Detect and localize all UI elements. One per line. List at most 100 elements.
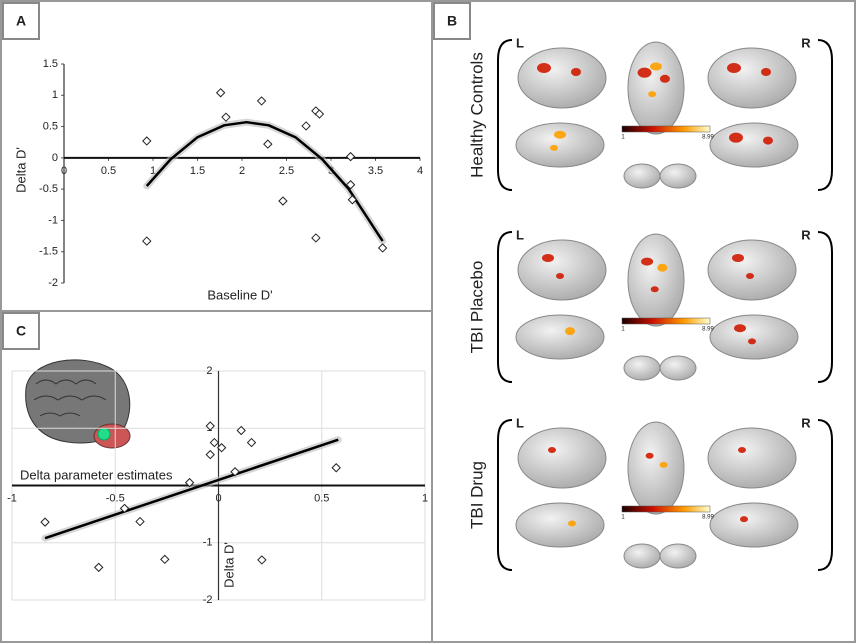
data-point xyxy=(230,467,240,477)
activation xyxy=(729,132,743,143)
group-title: TBI Drug xyxy=(467,461,486,529)
activation xyxy=(648,91,657,98)
colorbar-label: 1 xyxy=(621,515,625,521)
label-box xyxy=(2,2,40,40)
y-tick-label: 1 xyxy=(52,89,58,101)
brain-view xyxy=(515,502,605,548)
cerebellum xyxy=(623,163,661,189)
data-point xyxy=(209,437,220,448)
brain-view xyxy=(517,47,607,109)
data-point xyxy=(311,233,321,243)
bracket xyxy=(817,39,833,191)
data-point xyxy=(40,517,50,527)
group-title: Healthy Controls xyxy=(467,52,486,178)
y-tick-label: -0.5 xyxy=(39,183,58,195)
brain-view xyxy=(707,47,797,109)
panel-label: C xyxy=(16,323,26,339)
activation xyxy=(738,447,746,453)
trend-line xyxy=(44,438,339,540)
brain-view xyxy=(707,239,797,301)
activation xyxy=(568,520,576,527)
activation xyxy=(746,273,754,279)
data-point xyxy=(94,562,104,573)
x-tick-label: 0.5 xyxy=(101,165,116,177)
colorbar xyxy=(621,317,711,325)
activation xyxy=(727,63,741,73)
brain-view xyxy=(517,239,607,301)
brain-view xyxy=(515,122,605,168)
activation xyxy=(554,130,566,139)
y-tick-label: -2 xyxy=(203,594,213,606)
data-point xyxy=(256,96,267,106)
colorbar-label: 8.99 xyxy=(702,327,714,333)
activation xyxy=(571,68,581,76)
brain-inset xyxy=(25,359,131,449)
brain-view xyxy=(707,427,797,489)
brain-view xyxy=(627,41,685,135)
data-point xyxy=(160,554,170,565)
cerebellum xyxy=(623,355,661,381)
activation xyxy=(645,452,654,459)
bracket xyxy=(817,419,833,571)
y-tick-label: 1.5 xyxy=(43,58,58,70)
x-tick-label: 1.5 xyxy=(190,165,205,177)
hemisphere-label: L xyxy=(516,415,524,430)
data-point xyxy=(205,421,215,431)
y-tick-label: -1 xyxy=(203,537,213,549)
data-point xyxy=(184,477,195,488)
data-point xyxy=(377,243,388,253)
y-tick-label: 0.5 xyxy=(43,120,58,132)
activation xyxy=(748,338,756,345)
activation xyxy=(761,68,771,76)
activation xyxy=(637,67,652,78)
label-box xyxy=(433,2,471,40)
data-point xyxy=(263,139,273,149)
bracket xyxy=(497,231,513,383)
x-axis-label: Delta parameter estimates xyxy=(20,467,173,482)
activation xyxy=(565,327,575,336)
y-tick-label: -1.5 xyxy=(39,246,58,258)
data-point xyxy=(314,109,325,119)
activation xyxy=(659,74,670,83)
hemisphere-label: R xyxy=(801,227,811,242)
data-point xyxy=(331,463,341,473)
cerebellum xyxy=(659,163,697,189)
data-point xyxy=(119,503,130,514)
activation xyxy=(556,273,564,279)
x-tick-label: 3.5 xyxy=(368,165,383,177)
activation xyxy=(734,324,746,333)
brain-view xyxy=(709,314,799,360)
x-tick-label: 2 xyxy=(239,165,245,177)
data-point xyxy=(345,180,356,190)
brain-view xyxy=(627,233,685,327)
brain-view xyxy=(515,314,605,360)
x-tick-label: 2.5 xyxy=(279,165,294,177)
data-point xyxy=(278,196,288,206)
panel-label: B xyxy=(447,13,457,29)
activation xyxy=(548,447,556,453)
colorbar-label: 8.99 xyxy=(702,515,714,521)
hemisphere-label: R xyxy=(801,35,811,50)
hemisphere-label: R xyxy=(801,415,811,430)
data-point xyxy=(142,136,152,146)
colorbar-label: 8.99 xyxy=(702,135,714,141)
label-box xyxy=(2,312,40,350)
colorbar xyxy=(621,125,711,133)
panel-frame xyxy=(0,0,433,312)
data-point xyxy=(205,449,215,460)
y-axis-label: Delta D' xyxy=(13,147,28,193)
hemisphere-label: L xyxy=(516,227,524,242)
brain-view xyxy=(709,122,799,168)
data-point xyxy=(215,88,226,98)
activation xyxy=(650,62,662,71)
x-tick-label: 4 xyxy=(417,165,423,177)
x-tick-label: -0.5 xyxy=(106,492,125,504)
trend-shadow xyxy=(143,118,387,245)
panel-frame xyxy=(431,0,856,643)
data-point xyxy=(301,121,311,131)
brain-view xyxy=(709,502,799,548)
activation xyxy=(763,136,773,145)
activation xyxy=(650,286,659,293)
bracket xyxy=(497,419,513,571)
